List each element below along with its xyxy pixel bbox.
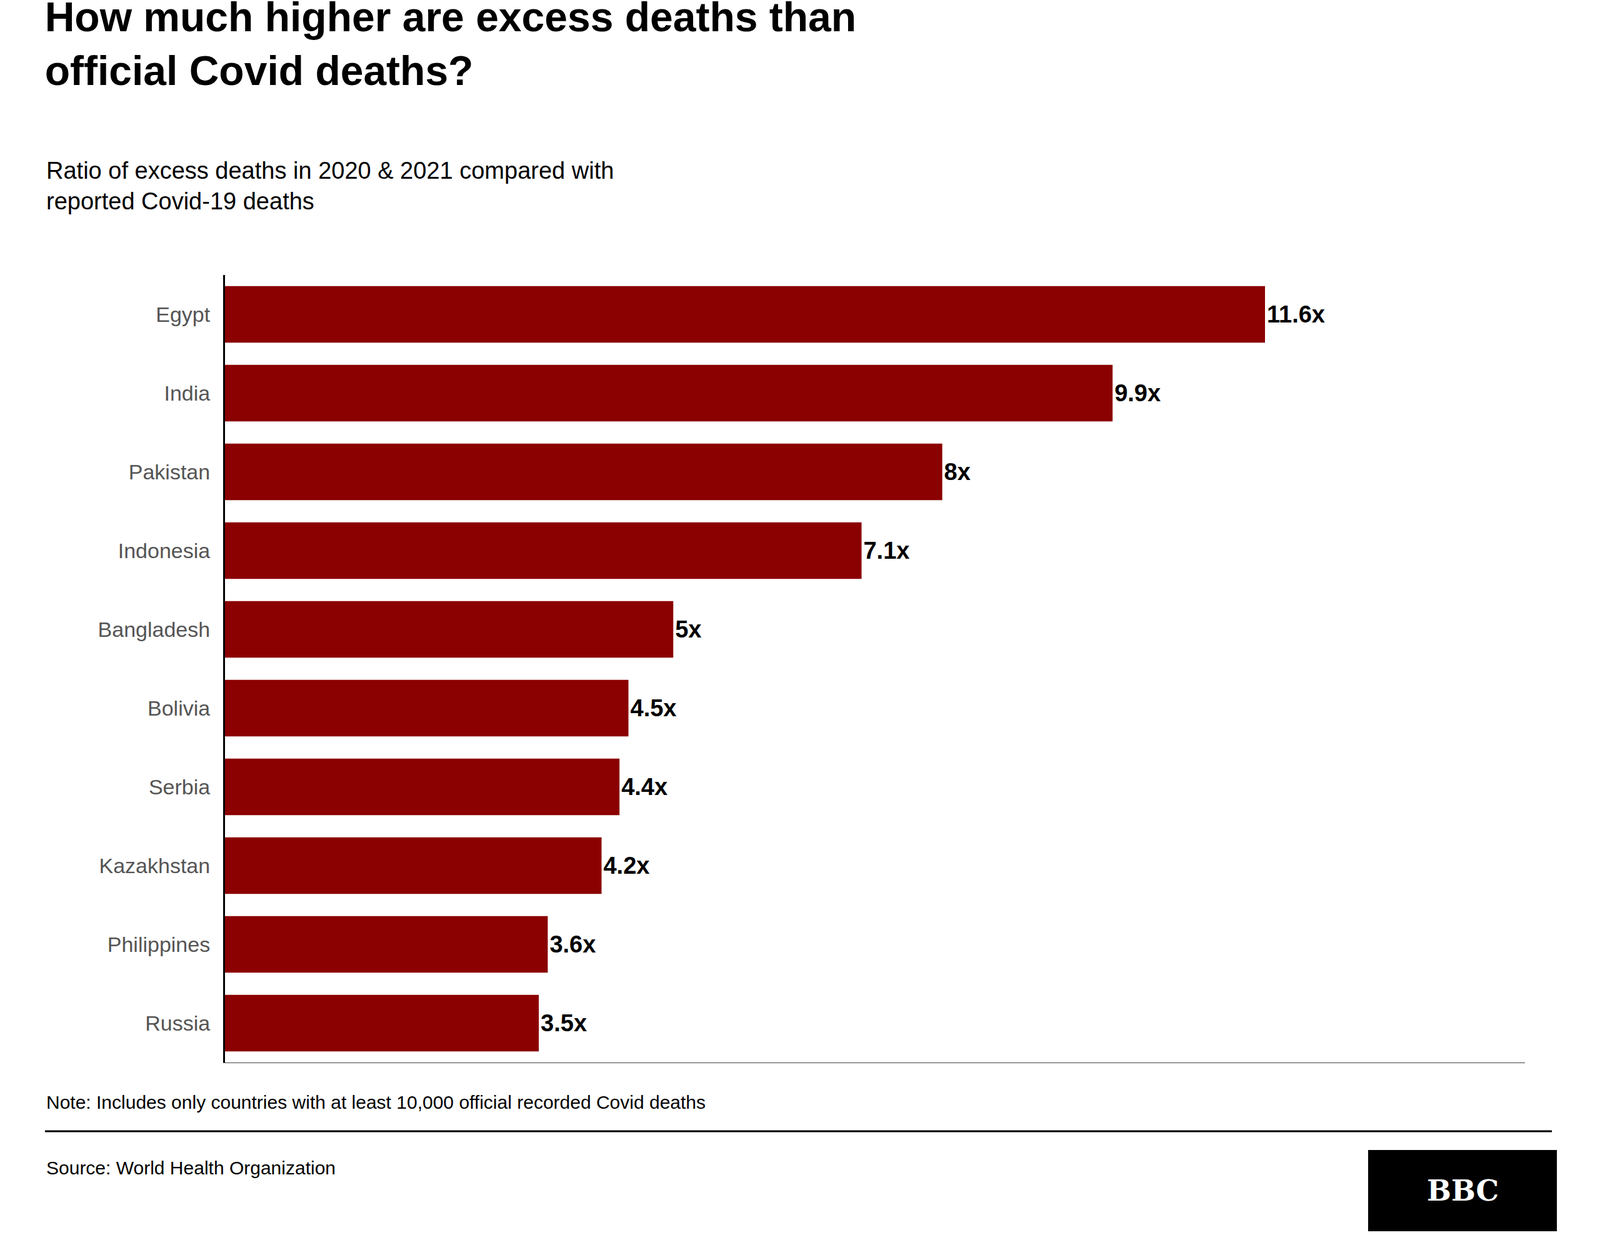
svg-text:Ratio of excess deaths in 2020: Ratio of excess deaths in 2020 & 2021 co… xyxy=(46,157,614,215)
svg-text:Kazakhstan: Kazakhstan xyxy=(99,853,211,878)
svg-text:BBC: BBC xyxy=(1426,1173,1499,1208)
svg-text:3.5x: 3.5x xyxy=(540,1010,587,1037)
svg-text:Serbia: Serbia xyxy=(148,775,210,799)
svg-text:4.2x: 4.2x xyxy=(603,852,650,879)
svg-text:Indonesia: Indonesia xyxy=(118,538,211,563)
svg-text:Russia: Russia xyxy=(145,1011,210,1035)
svg-text:Philippines: Philippines xyxy=(107,932,210,957)
svg-text:3.6x: 3.6x xyxy=(549,931,596,958)
svg-text:Pakistan: Pakistan xyxy=(128,460,210,484)
svg-text:4.5x: 4.5x xyxy=(630,695,677,722)
svg-text:9.9x: 9.9x xyxy=(1114,380,1161,407)
svg-text:7.1x: 7.1x xyxy=(863,537,910,564)
svg-text:Note: Includes only countries: Note: Includes only countries with at le… xyxy=(46,1091,706,1113)
svg-text:India: India xyxy=(163,381,210,405)
svg-text:8x: 8x xyxy=(944,458,971,485)
svg-text:Source: World Health Organizat: Source: World Health Organization xyxy=(46,1157,336,1179)
svg-text:Bangladesh: Bangladesh xyxy=(98,617,211,642)
svg-text:11.6x: 11.6x xyxy=(1266,301,1325,328)
svg-text:4.4x: 4.4x xyxy=(621,773,668,800)
svg-text:5x: 5x xyxy=(675,616,702,643)
svg-text:Egypt: Egypt xyxy=(155,302,210,327)
svg-text:Bolivia: Bolivia xyxy=(147,696,210,720)
svg-text:How much higher are excess dea: How much higher are excess deaths thanof… xyxy=(45,0,857,94)
